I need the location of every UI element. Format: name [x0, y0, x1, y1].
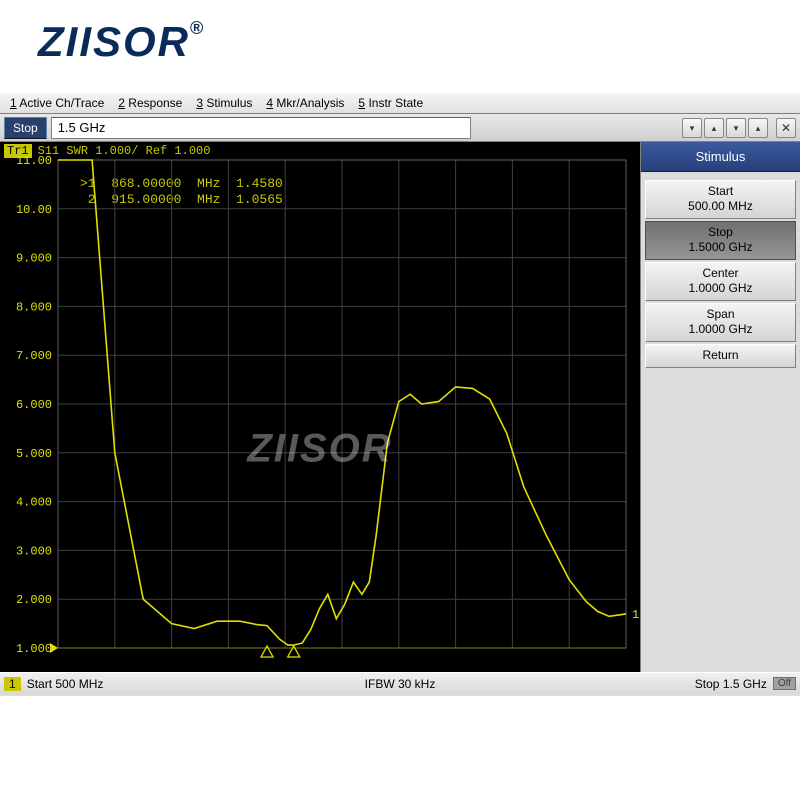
brand-text: ZIISOR — [38, 18, 190, 65]
channel-badge: 1 — [4, 677, 21, 691]
panel-title: Stimulus — [641, 142, 800, 172]
side-button-return[interactable]: Return — [645, 344, 796, 368]
svg-text:4.000: 4.000 — [16, 496, 52, 510]
step-up-big-button[interactable]: ▴ — [704, 118, 724, 138]
stop-input[interactable] — [51, 117, 471, 139]
menu-item[interactable]: 2 Response — [118, 96, 182, 110]
analyzer-window: 1 Active Ch/Trace 2 Response 3 Stimulus 4 M… — [0, 92, 800, 696]
spinner-group: ▾ ▴ ▾ ▴ — [682, 118, 768, 138]
swr-chart: 11.00 10.00 9.000 8.000 7.000 6.000 5.000 4.000… — [0, 142, 640, 672]
side-button-value: 500.00 MHz — [646, 199, 795, 214]
main-area: Tr1 S11 SWR 1.000/ Ref 1.000 >1 868.0000… — [0, 142, 800, 672]
svg-text:2.000: 2.000 — [16, 593, 52, 607]
side-button-label: Start — [708, 184, 733, 198]
status-start: Start 500 MHz — [27, 677, 104, 691]
step-down-big-button[interactable]: ▾ — [682, 118, 702, 138]
svg-text:8.000: 8.000 — [16, 300, 52, 314]
side-button-start[interactable]: Start500.00 MHz — [645, 180, 796, 219]
input-row: Stop ▾ ▴ ▾ ▴ ✕ — [0, 114, 800, 142]
svg-text:3.000: 3.000 — [16, 544, 52, 558]
stimulus-panel: Stimulus Start500.00 MHzStop1.5000 GHzCe… — [640, 142, 800, 672]
menu-bar: 1 Active Ch/Trace 2 Response 3 Stimulus 4 M… — [0, 92, 800, 114]
side-button-label: Span — [706, 307, 734, 321]
side-button-value: 1.0000 GHz — [646, 322, 795, 337]
watermark: ZIISOR — [247, 427, 392, 472]
svg-text:6.000: 6.000 — [16, 398, 52, 412]
brand-reg: ® — [190, 18, 205, 38]
brand-logo: ZIISOR® — [38, 18, 205, 66]
side-button-label: Return — [702, 348, 738, 362]
svg-text:10.00: 10.00 — [16, 203, 52, 217]
side-button-span[interactable]: Span1.0000 GHz — [645, 303, 796, 342]
status-bar: 1 Start 500 MHz IFBW 30 kHz Stop 1.5 GHz… — [0, 672, 800, 694]
side-button-value: 1.0000 GHz — [646, 281, 795, 296]
svg-text:1.000: 1.000 — [16, 642, 52, 656]
stop-label: Stop — [4, 117, 47, 139]
menu-item[interactable]: 1 Active Ch/Trace — [10, 96, 104, 110]
close-input-button[interactable]: ✕ — [776, 118, 796, 138]
svg-text:5.000: 5.000 — [16, 447, 52, 461]
status-off-badge: Off — [773, 677, 796, 690]
plot-panel: Tr1 S11 SWR 1.000/ Ref 1.000 >1 868.0000… — [0, 142, 640, 672]
svg-text:1: 1 — [632, 608, 639, 622]
step-down-button[interactable]: ▾ — [726, 118, 746, 138]
side-button-value: 1.5000 GHz — [646, 240, 795, 255]
menu-item[interactable]: 5 Instr State — [358, 96, 423, 110]
side-button-center[interactable]: Center1.0000 GHz — [645, 262, 796, 301]
side-button-stop[interactable]: Stop1.5000 GHz — [645, 221, 796, 260]
svg-text:11.00: 11.00 — [16, 154, 52, 168]
side-button-label: Stop — [708, 225, 733, 239]
menu-item[interactable]: 4 Mkr/Analysis — [266, 96, 344, 110]
svg-text:7.000: 7.000 — [16, 349, 52, 363]
status-stop: Stop 1.5 GHz — [695, 677, 767, 691]
svg-text:9.000: 9.000 — [16, 252, 52, 266]
step-up-button[interactable]: ▴ — [748, 118, 768, 138]
side-button-label: Center — [702, 266, 738, 280]
menu-item[interactable]: 3 Stimulus — [196, 96, 252, 110]
status-ifbw: IFBW 30 kHz — [365, 677, 436, 691]
